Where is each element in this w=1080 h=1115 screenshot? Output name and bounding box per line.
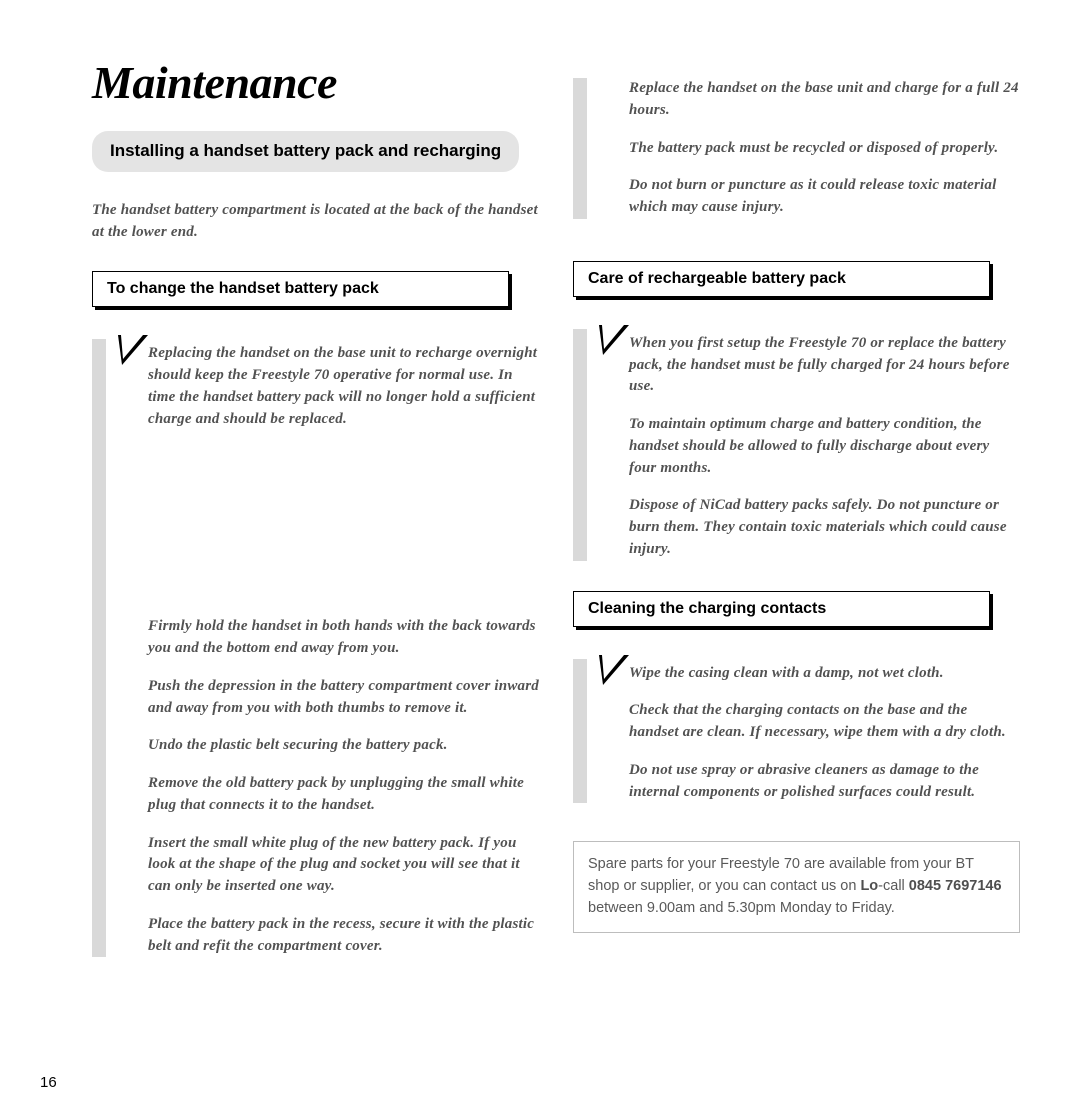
section-pill: Installing a handset battery pack and re…	[92, 131, 519, 172]
paragraph: Remove the old battery pack by unpluggin…	[148, 773, 539, 817]
phone-number: 0845 7697146	[909, 878, 1002, 894]
left-column: Maintenance Installing a handset battery…	[92, 56, 539, 977]
callout-change-battery: To change the handset battery pack	[92, 271, 509, 307]
paragraph: To maintain optimum charge and battery c…	[629, 414, 1020, 479]
paragraph: Firmly hold the handset in both hands wi…	[148, 616, 539, 660]
paragraph: Undo the plastic belt securing the batte…	[148, 735, 539, 757]
illustration-placeholder	[148, 446, 539, 616]
paragraph: Replace the handset on the base unit and…	[629, 78, 1020, 122]
page-number: 16	[40, 1074, 57, 1091]
callout-care-battery: Care of rechargeable battery pack	[573, 261, 990, 297]
paragraph: The battery pack must be recycled or dis…	[629, 138, 1020, 160]
two-column-layout: Maintenance Installing a handset battery…	[92, 56, 1020, 977]
page-title: Maintenance	[92, 56, 539, 109]
spare-text-end: between 9.00am and 5.30pm Monday to Frid…	[588, 900, 895, 916]
paragraph: Push the depression in the battery compa…	[148, 676, 539, 720]
section-body-cleaning: Wipe the casing clean with a damp, not w…	[573, 659, 1020, 804]
callout-label: Care of rechargeable battery pack	[573, 261, 990, 297]
paragraph: When you first setup the Freestyle 70 or…	[629, 333, 1020, 398]
section-body-top: Replace the handset on the base unit and…	[573, 78, 1020, 219]
callout-cleaning: Cleaning the charging contacts	[573, 591, 990, 627]
paragraph: Do not burn or puncture as it could rele…	[629, 175, 1020, 219]
paragraph: Insert the small white plug of the new b…	[148, 833, 539, 898]
paragraph: Place the battery pack in the recess, se…	[148, 914, 539, 958]
paragraph: Dispose of NiCad battery packs safely. D…	[629, 495, 1020, 560]
paragraph: Check that the charging contacts on the …	[629, 700, 1020, 744]
section-body-care: When you first setup the Freestyle 70 or…	[573, 329, 1020, 561]
lo-label: Lo	[860, 878, 878, 894]
paragraph: Wipe the casing clean with a damp, not w…	[629, 663, 1020, 685]
right-column: Replace the handset on the base unit and…	[573, 56, 1020, 977]
spare-parts-box: Spare parts for your Freestyle 70 are av…	[573, 841, 1020, 932]
intro-note: The handset battery compartment is locat…	[92, 200, 539, 244]
callout-label: Cleaning the charging contacts	[573, 591, 990, 627]
paragraph: Replacing the handset on the base unit t…	[148, 343, 539, 430]
callout-label: To change the handset battery pack	[92, 271, 509, 307]
dash-call: -call	[878, 878, 909, 894]
paragraph: Do not use spray or abrasive cleaners as…	[629, 760, 1020, 804]
section-body-1: Replacing the handset on the base unit t…	[92, 339, 539, 957]
